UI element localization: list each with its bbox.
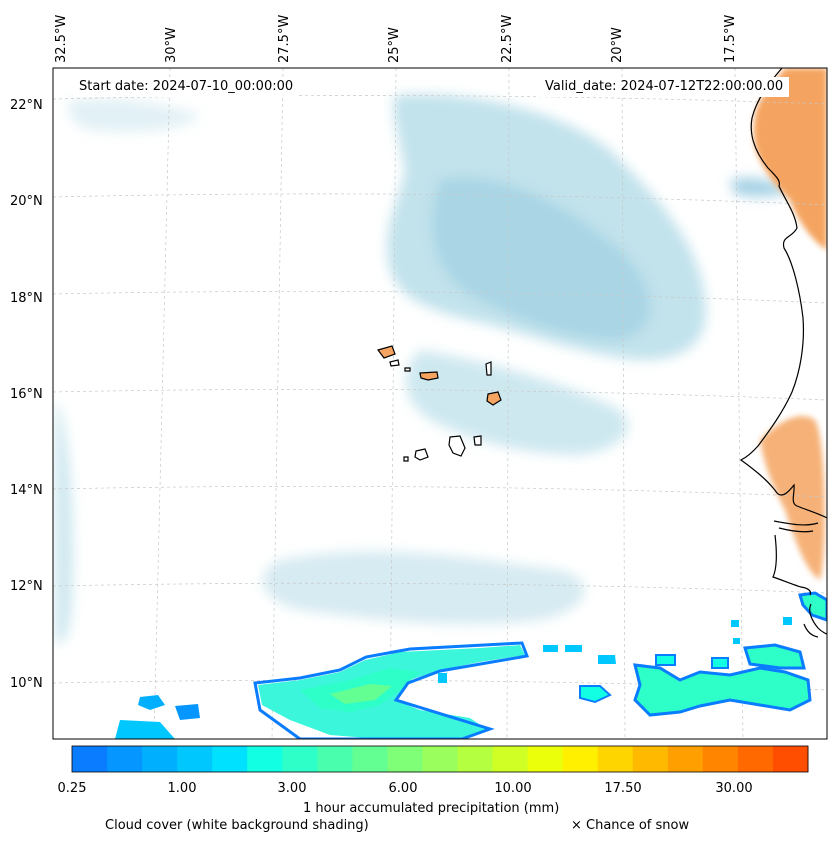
lat-label-10n: 10°N (10, 676, 43, 691)
precipitation-areas (115, 591, 827, 739)
lon-label-30w: 30°W (164, 27, 179, 63)
colorbar-segment (247, 746, 283, 772)
colorbar-segment (702, 746, 739, 772)
lon-label-22-5w: 22.5°W (500, 14, 515, 63)
colorbar-tick-5: 17.50 (604, 781, 642, 796)
colorbar-segment (387, 746, 423, 772)
colorbar-segment (492, 746, 529, 772)
island-sao-vicente (389, 359, 400, 367)
colorbar-tick-2: 3.00 (277, 781, 307, 796)
precip-patch-mid3 (598, 655, 616, 664)
colorbar-segment (667, 746, 704, 772)
lon-label-20w: 20°W (610, 27, 625, 63)
island-brava (403, 456, 409, 462)
lon-label-27-5w: 27.5°W (277, 14, 292, 63)
island-santo-antao (376, 345, 396, 359)
start-date-label: Start date: 2024-07-10_00:00:00 (73, 77, 300, 97)
colorbar-segment (317, 746, 353, 772)
colorbar-segment (562, 746, 599, 772)
precip-patch-west2 (175, 704, 200, 720)
colorbar-tick-3: 6.00 (388, 781, 418, 796)
island-santa-luzia (404, 367, 411, 372)
lon-label-32-5w: 32.5°W (54, 14, 69, 63)
lat-label-20n: 20°N (10, 194, 43, 209)
colorbar-tick-0: 0.25 (57, 781, 87, 796)
colorbar-segment (282, 746, 318, 772)
precip-patch-sw (115, 720, 175, 739)
colorbar-tick-1: 1.00 (167, 781, 197, 796)
africa-land (753, 68, 827, 580)
lon-label-17-5w: 17.5°W (723, 14, 738, 63)
cloud-cover-legend: Cloud cover (white background shading) (105, 818, 369, 833)
lat-label-16n: 16°N (10, 387, 43, 402)
colorbar-segment (457, 746, 494, 772)
precip-patch-coast (798, 591, 827, 622)
colorbar-segment (177, 746, 213, 772)
colorbar-segment (107, 746, 143, 772)
colorbar-segment (142, 746, 178, 772)
precip-patch-e3 (783, 617, 792, 625)
cloud-area-northwest (68, 98, 201, 132)
colorbar-tick-4: 10.00 (494, 781, 532, 796)
precip-patch-e1 (731, 620, 739, 627)
lat-label-18n: 18°N (10, 291, 43, 306)
africa-land-north (753, 68, 827, 250)
colorbar-segment (352, 746, 388, 772)
island-sao-nicolau (419, 371, 439, 381)
cloud-area-south (262, 551, 585, 625)
lat-label-22n: 22°N (10, 98, 43, 113)
snow-legend: × Chance of snow (571, 818, 690, 833)
colorbar-segment (212, 746, 248, 772)
colorbar-segment (772, 746, 809, 772)
precip-band-edge (253, 641, 530, 739)
precip-band-inner (330, 684, 392, 704)
lon-label-25w: 25°W (387, 27, 402, 63)
cloud-cover-shading (55, 94, 790, 644)
island-sal (485, 361, 492, 376)
colorbar-segment (597, 746, 634, 772)
precip-band-east2 (633, 663, 812, 717)
precip-patch-mid4 (438, 673, 447, 683)
precip-patch-e5 (711, 657, 729, 669)
island-maio (473, 435, 482, 446)
cloud-area-core (432, 178, 650, 340)
colorbar (72, 746, 809, 772)
cloud-area-west-strip (55, 400, 73, 644)
precip-patch-mid (543, 645, 558, 652)
island-fogo (414, 448, 429, 461)
colorbar-segment (632, 746, 669, 772)
precip-patch-e4 (655, 654, 676, 666)
map-frame (52, 67, 828, 740)
colorbar-segment (422, 746, 459, 772)
colorbar-segment (527, 746, 564, 772)
cape-verde-islands (376, 345, 502, 462)
colorbar-label: 1 hour accumulated precipitation (mm) (303, 801, 560, 816)
colorbar-tick-6: 30.00 (715, 781, 753, 796)
precip-band-east3 (743, 643, 806, 670)
colorbar-segment (72, 746, 108, 772)
island-santiago (448, 435, 466, 457)
africa-land-south (760, 416, 825, 580)
valid-date-label: Valid_date: 2024-07-12T22:00:00.00 (539, 77, 790, 97)
lat-label-14n: 14°N (10, 483, 43, 498)
precip-patch-west (138, 695, 165, 710)
africa-coastline (739, 68, 827, 638)
colorbar-frame (71, 745, 809, 773)
cloud-area-central (406, 350, 628, 455)
precip-patch-e2 (733, 638, 740, 644)
precip-band-east (579, 685, 612, 704)
cloud-area-east (730, 178, 790, 197)
colorbar-segment (737, 746, 774, 772)
lat-label-12n: 12°N (10, 579, 43, 594)
precip-patch-mid2 (565, 645, 582, 652)
island-boa-vista (486, 391, 502, 406)
